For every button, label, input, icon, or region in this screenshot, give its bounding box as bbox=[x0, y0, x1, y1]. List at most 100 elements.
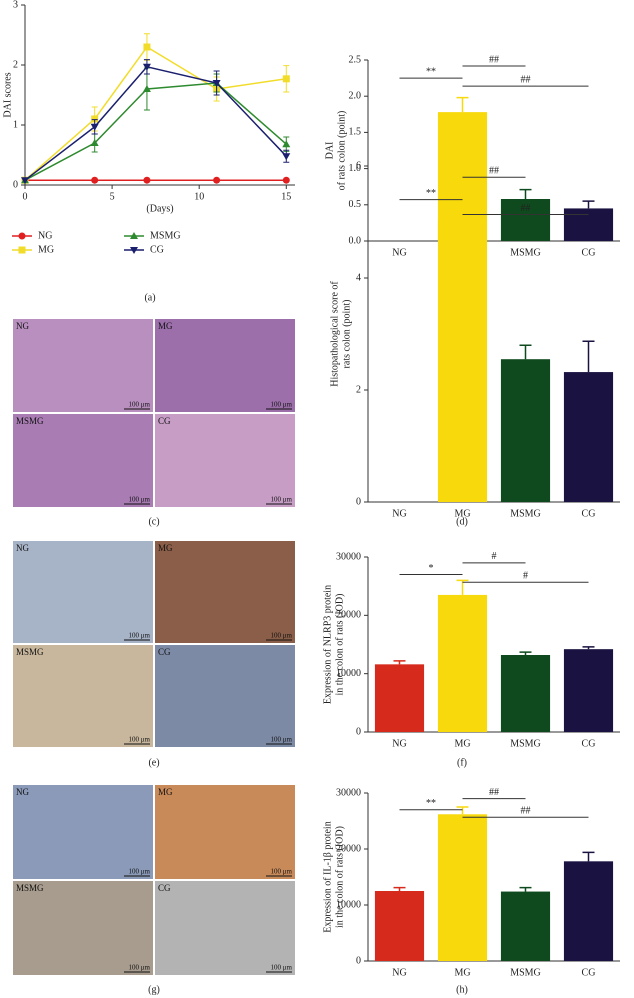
y-tick-label: 30000 bbox=[336, 551, 361, 562]
legend-marker bbox=[130, 232, 138, 239]
micrograph-label: CG bbox=[158, 647, 171, 657]
error-bar bbox=[519, 344, 532, 360]
y-axis-label: in the colon of rats (IOD) bbox=[334, 594, 345, 696]
y-tick-label: 0 bbox=[356, 955, 361, 966]
x-tick-label: MG bbox=[454, 508, 470, 519]
y-tick-label: 2.5 bbox=[349, 54, 362, 65]
x-tick-label: CG bbox=[582, 738, 596, 749]
panel-label: (c) bbox=[148, 516, 159, 527]
y-tick-label: 2 bbox=[13, 59, 18, 70]
x-tick-label: MSMG bbox=[510, 967, 541, 978]
micrograph-tile bbox=[12, 880, 154, 976]
marker bbox=[212, 80, 221, 87]
bar bbox=[563, 861, 614, 961]
error-bar bbox=[519, 188, 532, 200]
significance-label: * bbox=[429, 563, 434, 574]
significance-label: ** bbox=[426, 188, 436, 199]
micrograph-tile bbox=[12, 540, 154, 644]
micrograph-label: CG bbox=[158, 416, 171, 426]
scale-label: 100 μm bbox=[271, 632, 293, 640]
panel-label: (a) bbox=[144, 292, 155, 303]
y-axis-label: Histopathological score of bbox=[329, 281, 340, 387]
micrograph-label: MG bbox=[158, 543, 173, 553]
bar bbox=[437, 814, 488, 961]
micrograph-tile bbox=[154, 880, 296, 976]
scale-label: 100 μm bbox=[271, 964, 293, 972]
error-bar bbox=[582, 851, 595, 862]
error-bar bbox=[393, 886, 406, 891]
significance-label: ## bbox=[489, 165, 499, 176]
legend-marker bbox=[18, 246, 26, 254]
y-tick-label: 6 bbox=[356, 160, 361, 171]
y-axis-label: DAI bbox=[324, 142, 335, 160]
marker bbox=[282, 153, 291, 161]
y-axis-label: rats colon (point) bbox=[341, 300, 352, 369]
error-bar bbox=[582, 340, 595, 373]
bar bbox=[374, 664, 425, 732]
scale-label: 100 μm bbox=[271, 736, 293, 744]
bar bbox=[437, 594, 488, 732]
x-tick-label: MG bbox=[454, 967, 470, 978]
x-tick-label: CG bbox=[582, 967, 596, 978]
legend-label: CG bbox=[150, 244, 164, 255]
error-bar bbox=[456, 806, 469, 815]
y-tick-label: 1.0 bbox=[349, 163, 362, 174]
significance-label: ## bbox=[521, 806, 531, 817]
x-tick-label: CG bbox=[582, 508, 596, 519]
x-tick-label: 10 bbox=[194, 191, 204, 202]
micrograph-tile bbox=[154, 784, 296, 880]
error-bar bbox=[456, 96, 469, 113]
micrograph-label: NG bbox=[16, 543, 29, 553]
legend-label: MSMG bbox=[150, 230, 181, 241]
y-tick-label: 0.0 bbox=[349, 235, 362, 246]
scale-label: 100 μm bbox=[271, 496, 293, 504]
x-tick-label: CG bbox=[582, 247, 596, 258]
scale-label: 100 μm bbox=[129, 868, 151, 876]
marker bbox=[143, 176, 151, 184]
micrograph-tile bbox=[12, 318, 154, 413]
y-axis-label: Expression of IL-1β protein bbox=[322, 821, 333, 932]
y-tick-label: 1 bbox=[13, 119, 18, 130]
bar bbox=[563, 372, 614, 502]
marker bbox=[143, 43, 151, 51]
legend-marker bbox=[130, 247, 138, 254]
micrograph-tile bbox=[12, 644, 154, 748]
micrograph-label: MSMG bbox=[16, 416, 44, 426]
scale-label: 100 μm bbox=[271, 401, 293, 409]
scale-label: 100 μm bbox=[129, 964, 151, 972]
y-tick-label: 0 bbox=[356, 726, 361, 737]
micrograph-tile bbox=[12, 784, 154, 880]
y-tick-label: 1.5 bbox=[349, 127, 362, 138]
significance-label: # bbox=[492, 551, 497, 562]
x-tick-label: 0 bbox=[23, 191, 28, 202]
micrograph-label: MSMG bbox=[16, 883, 44, 893]
micrograph-tile bbox=[154, 540, 296, 644]
micrograph-tile bbox=[12, 413, 154, 508]
legend-label: NG bbox=[38, 230, 52, 241]
marker bbox=[142, 85, 151, 92]
y-tick-label: 4 bbox=[356, 272, 361, 283]
bar bbox=[500, 359, 551, 502]
significance-label: ** bbox=[426, 66, 436, 77]
x-tick-label: MSMG bbox=[510, 508, 541, 519]
significance-label: ## bbox=[489, 54, 499, 65]
micrograph-label: MSMG bbox=[16, 647, 44, 657]
scale-label: 100 μm bbox=[129, 736, 151, 744]
marker bbox=[21, 177, 29, 185]
marker bbox=[91, 115, 99, 123]
panel-label: (d) bbox=[456, 516, 468, 527]
x-tick-label: NG bbox=[392, 738, 406, 749]
panel-label: (f) bbox=[457, 757, 467, 768]
error-bar bbox=[582, 646, 595, 650]
significance-label: ## bbox=[489, 787, 499, 798]
scale-label: 100 μm bbox=[129, 401, 151, 409]
marker bbox=[282, 140, 291, 148]
panel-label: (h) bbox=[456, 984, 468, 995]
y-tick-label: 2 bbox=[356, 384, 361, 395]
micrograph-tile bbox=[154, 644, 296, 748]
micrograph-label: CG bbox=[158, 883, 171, 893]
series-line bbox=[24, 82, 287, 181]
y-axis-label: Expression of NLRP3 protein bbox=[322, 585, 333, 704]
y-tick-label: 3 bbox=[13, 0, 18, 10]
x-tick-label: 15 bbox=[281, 191, 291, 202]
